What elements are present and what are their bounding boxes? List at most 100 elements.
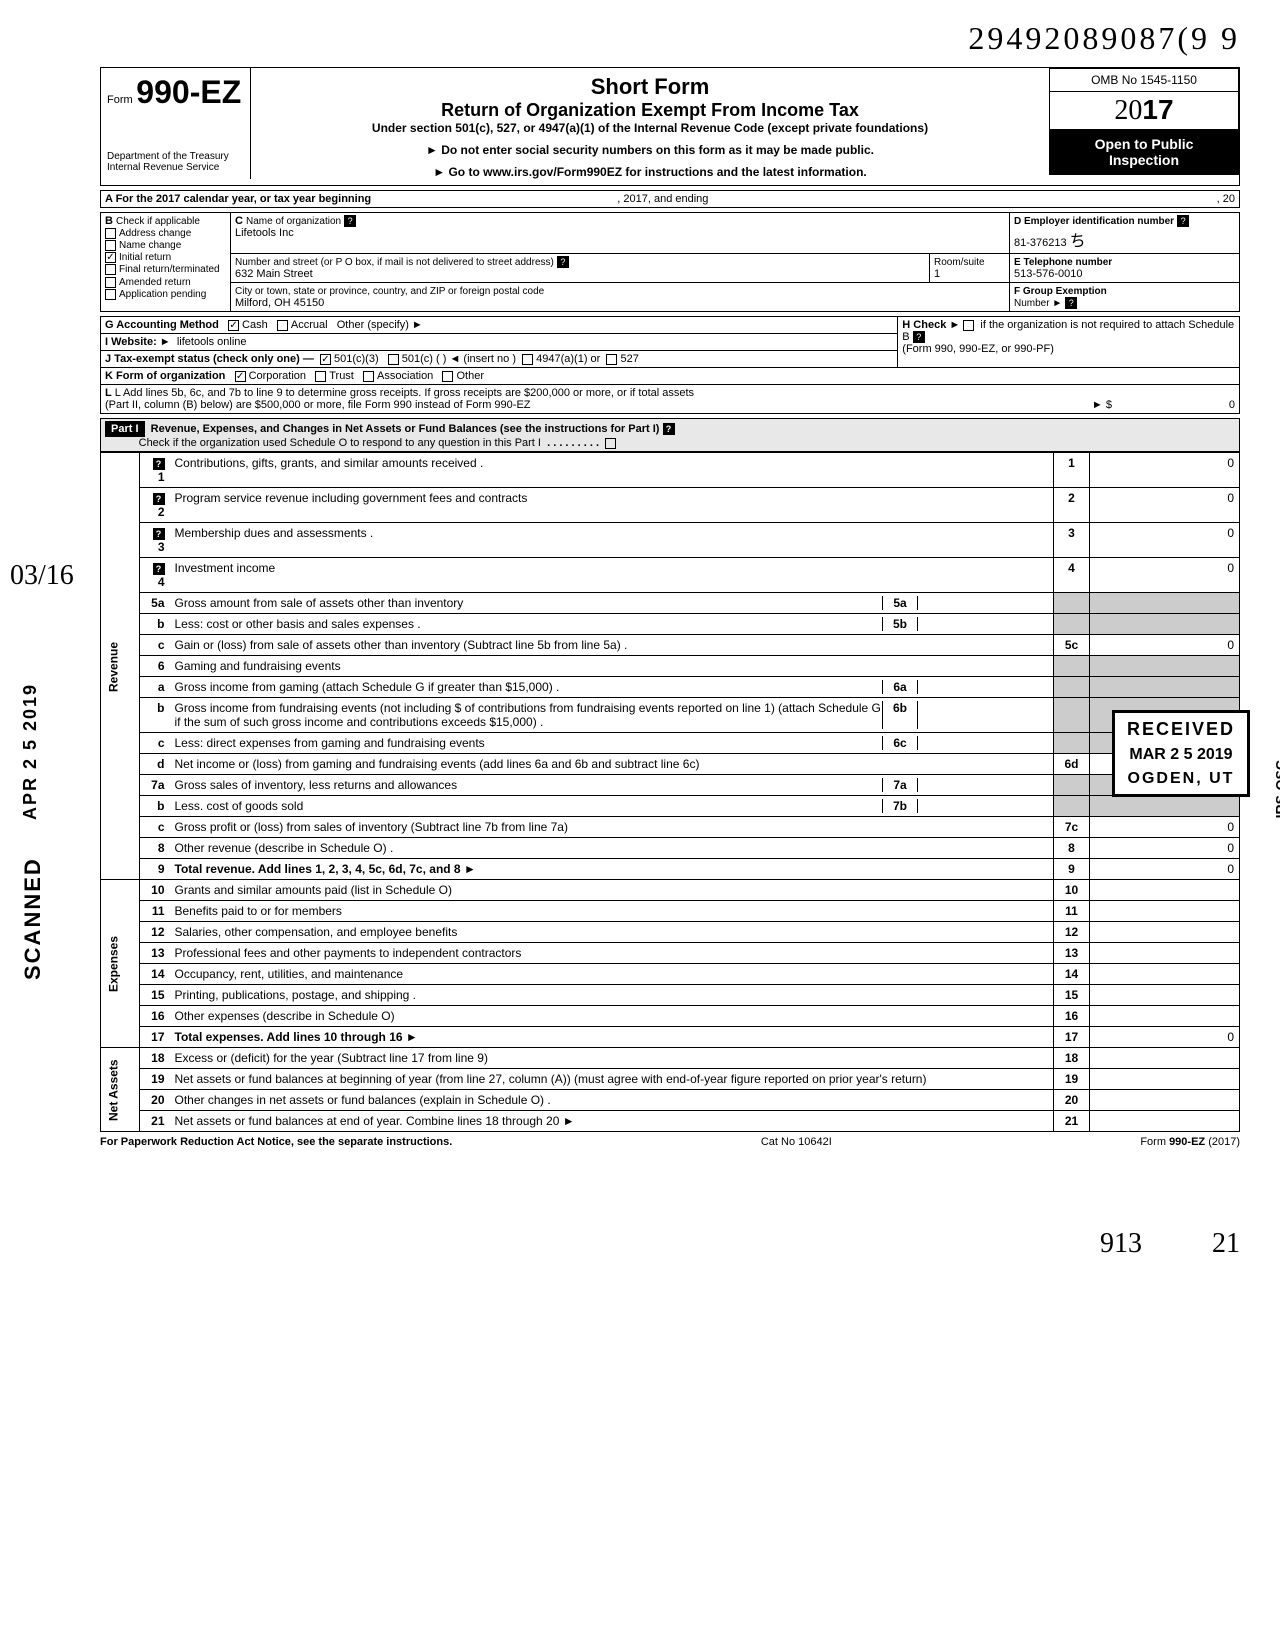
- help-icon[interactable]: ?: [913, 331, 925, 343]
- help-icon[interactable]: ?: [557, 256, 569, 268]
- b-option-checkbox[interactable]: [105, 277, 116, 288]
- help-icon[interactable]: ?: [153, 493, 165, 505]
- year-prefix: 20: [1114, 95, 1142, 126]
- line-description: Occupancy, rent, utilities, and maintena…: [170, 964, 1054, 985]
- section-side-label: Expenses: [101, 880, 140, 1048]
- form-header: Form 990-EZ Department of the Treasury I…: [100, 67, 1240, 186]
- line-amount[interactable]: [1090, 1006, 1240, 1027]
- h-checkbox[interactable]: [963, 320, 974, 331]
- help-icon[interactable]: ?: [663, 423, 675, 435]
- k-assoc: Association: [377, 370, 433, 382]
- ein-value: 81-376213: [1014, 237, 1067, 249]
- line-number: b: [140, 796, 170, 817]
- received-location: OGDEN, UT: [1127, 770, 1235, 788]
- row-c-street-label: Number and street (or P O box, if mail i…: [235, 257, 554, 268]
- help-icon[interactable]: ?: [153, 563, 165, 575]
- line-amount[interactable]: 0: [1090, 453, 1240, 488]
- line-amount[interactable]: [1090, 922, 1240, 943]
- mid-line-number: 6a: [882, 680, 918, 694]
- k-other-checkbox[interactable]: [442, 371, 453, 382]
- help-icon[interactable]: ?: [153, 458, 165, 470]
- form-pointer-1: ► Do not enter social security numbers o…: [257, 143, 1043, 157]
- line-amount[interactable]: 0: [1090, 838, 1240, 859]
- j-4947-checkbox[interactable]: [522, 354, 533, 365]
- right-line-number: 11: [1054, 901, 1090, 922]
- j-501c3-checkbox[interactable]: ✓: [320, 354, 331, 365]
- line-amount[interactable]: 0: [1090, 523, 1240, 558]
- line-amount[interactable]: 0: [1090, 817, 1240, 838]
- part1-schedule-o-checkbox[interactable]: [605, 438, 616, 449]
- line-row: Net Assets18Excess or (deficit) for the …: [101, 1048, 1240, 1069]
- b-option-checkbox[interactable]: ✓: [105, 252, 116, 263]
- mid-line-amount[interactable]: [918, 799, 1048, 813]
- line-amount[interactable]: [1090, 1048, 1240, 1069]
- mid-line-amount[interactable]: [918, 617, 1048, 631]
- form-title-2: Return of Organization Exempt From Incom…: [257, 100, 1043, 121]
- j-o2b: ) ◄ (insert no ): [443, 353, 516, 365]
- help-icon[interactable]: ?: [1177, 215, 1189, 227]
- line-amount[interactable]: 0: [1090, 1027, 1240, 1048]
- part1-label: Part I: [105, 421, 145, 437]
- line-row: bLess: cost or other basis and sales exp…: [101, 614, 1240, 635]
- k-corp-checkbox[interactable]: ✓: [235, 371, 246, 382]
- k-trust-checkbox[interactable]: [315, 371, 326, 382]
- form-subtitle: Under section 501(c), 527, or 4947(a)(1)…: [257, 121, 1043, 135]
- line-row: 19Net assets or fund balances at beginni…: [101, 1069, 1240, 1090]
- row-i-label: I Website: ►: [105, 336, 171, 348]
- right-num-shaded: [1054, 614, 1090, 635]
- row-a-table: A For the 2017 calendar year, or tax yea…: [100, 190, 1240, 208]
- help-icon[interactable]: ?: [153, 528, 165, 540]
- line-amount[interactable]: [1090, 943, 1240, 964]
- mid-line-amount[interactable]: [918, 701, 1048, 729]
- line-amount[interactable]: 0: [1090, 859, 1240, 880]
- line-number: c: [140, 817, 170, 838]
- line-description: Net income or (loss) from gaming and fun…: [170, 754, 1054, 775]
- mid-line-amount[interactable]: [918, 680, 1048, 694]
- b-option-checkbox[interactable]: [105, 289, 116, 300]
- b-option-checkbox[interactable]: [105, 240, 116, 251]
- mid-line-amount[interactable]: [918, 736, 1048, 750]
- line-amount[interactable]: [1090, 901, 1240, 922]
- help-icon[interactable]: ?: [1065, 297, 1077, 309]
- accrual-checkbox[interactable]: [277, 320, 288, 331]
- right-num-shaded: [1054, 775, 1090, 796]
- b-option-label: Application pending: [119, 289, 206, 300]
- k-assoc-checkbox[interactable]: [363, 371, 374, 382]
- right-line-number: 21: [1054, 1111, 1090, 1132]
- help-icon[interactable]: ?: [344, 215, 356, 227]
- line-amount[interactable]: 0: [1090, 635, 1240, 656]
- line-amount[interactable]: 0: [1090, 488, 1240, 523]
- line-amount[interactable]: [1090, 880, 1240, 901]
- line-amount[interactable]: 0: [1090, 558, 1240, 593]
- line-row: bLess. cost of goods sold7b: [101, 796, 1240, 817]
- mid-line-amount[interactable]: [918, 778, 1048, 792]
- line-description: Other expenses (describe in Schedule O): [170, 1006, 1054, 1027]
- line-row: 8Other revenue (describe in Schedule O) …: [101, 838, 1240, 859]
- j-527-checkbox[interactable]: [606, 354, 617, 365]
- line-description: Less: cost or other basis and sales expe…: [170, 614, 1054, 635]
- part1-check-text: Check if the organization used Schedule …: [139, 437, 541, 449]
- form-prefix: Form: [107, 94, 133, 106]
- cash-checkbox[interactable]: ✓: [228, 320, 239, 331]
- b-option-checkbox[interactable]: [105, 264, 116, 275]
- j-o1: 501(c)(3): [334, 353, 379, 365]
- line-description: Gross income from gaming (attach Schedul…: [170, 677, 1054, 698]
- j-o3: 4947(a)(1) or: [536, 353, 600, 365]
- line-amount[interactable]: [1090, 1069, 1240, 1090]
- line-amount[interactable]: [1090, 964, 1240, 985]
- line-row: aGross income from gaming (attach Schedu…: [101, 677, 1240, 698]
- row-l-value: 0: [1115, 399, 1235, 411]
- j-501c-checkbox[interactable]: [388, 354, 399, 365]
- line-description: Net assets or fund balances at end of ye…: [170, 1111, 1054, 1132]
- line-description: Excess or (deficit) for the year (Subtra…: [170, 1048, 1054, 1069]
- line-number: 20: [140, 1090, 170, 1111]
- dept-treasury: Department of the Treasury: [107, 151, 244, 162]
- line-amount[interactable]: [1090, 1111, 1240, 1132]
- line-amount[interactable]: [1090, 985, 1240, 1006]
- mid-line-amount[interactable]: [918, 596, 1048, 610]
- line-description: Investment income: [170, 558, 1054, 593]
- line-number: 11: [140, 901, 170, 922]
- org-name-value: Lifetools Inc: [235, 227, 294, 239]
- b-option-checkbox[interactable]: [105, 228, 116, 239]
- line-amount[interactable]: [1090, 1090, 1240, 1111]
